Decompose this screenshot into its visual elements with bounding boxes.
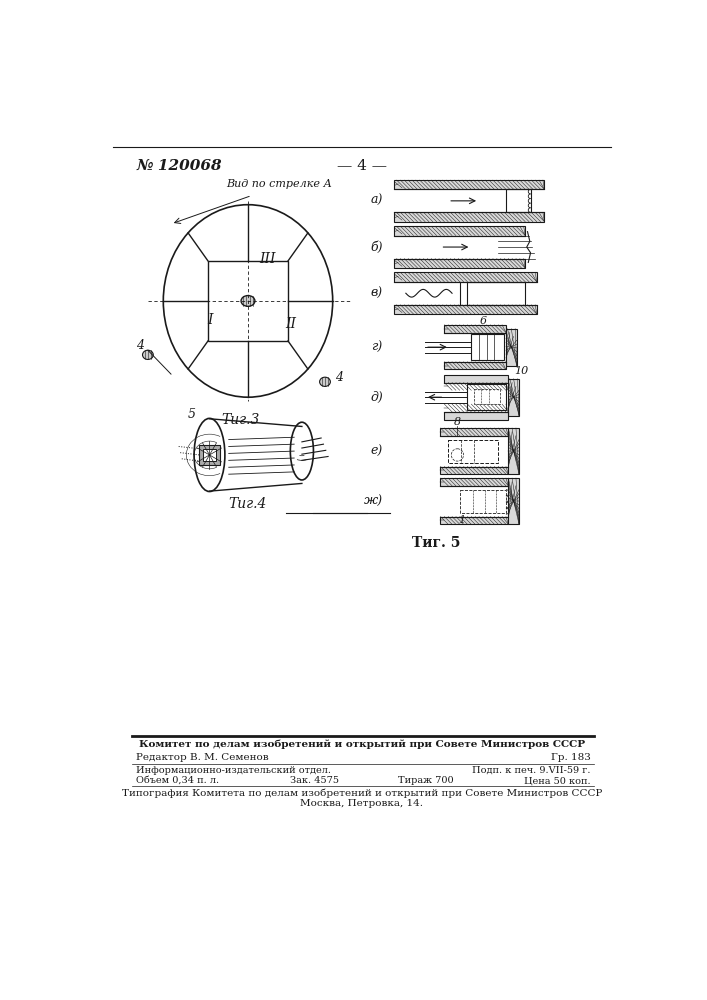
- Text: Зак. 4575: Зак. 4575: [291, 776, 339, 785]
- Bar: [440, 466, 508, 474]
- Text: 10: 10: [514, 366, 528, 376]
- Text: № 120068: № 120068: [136, 158, 222, 172]
- Text: Комитет по делам изобретений и открытий при Совете Министров СССР: Комитет по делам изобретений и открытий …: [139, 740, 585, 749]
- Text: Подп. к печ. 9.VII-59 г.: Подп. к печ. 9.VII-59 г.: [472, 766, 590, 775]
- Bar: [208, 261, 288, 341]
- Bar: [474, 389, 500, 404]
- Text: б): б): [370, 241, 382, 254]
- Bar: [395, 259, 525, 268]
- Bar: [204, 449, 216, 461]
- Text: Объем 0,34 п. л.: Объем 0,34 п. л.: [136, 776, 219, 785]
- Bar: [395, 272, 537, 282]
- Text: I: I: [206, 313, 212, 327]
- Text: II: II: [285, 317, 296, 331]
- Text: Τиг. 5: Τиг. 5: [412, 536, 461, 550]
- Text: Τиг.3: Τиг.3: [221, 413, 259, 427]
- Ellipse shape: [143, 350, 153, 359]
- Text: Редактор В. М. Семенов: Редактор В. М. Семенов: [136, 753, 269, 762]
- Bar: [440, 478, 508, 486]
- Bar: [444, 325, 506, 333]
- Text: ж): ж): [363, 495, 382, 508]
- Bar: [444, 375, 508, 383]
- Text: — 4 —: — 4 —: [337, 158, 387, 172]
- Bar: [448, 440, 498, 463]
- Text: 4: 4: [136, 339, 144, 352]
- Text: 1: 1: [459, 515, 466, 525]
- Text: Гр. 183: Гр. 183: [551, 753, 590, 762]
- Text: Информационно-издательский отдел.: Информационно-издательский отдел.: [136, 766, 332, 775]
- Bar: [467, 384, 506, 410]
- Bar: [444, 412, 508, 420]
- Bar: [444, 362, 506, 369]
- Text: 4: 4: [335, 371, 343, 384]
- Text: г): г): [371, 341, 382, 354]
- Bar: [506, 329, 517, 366]
- Bar: [395, 212, 544, 222]
- Text: д): д): [370, 391, 382, 404]
- Bar: [508, 478, 519, 524]
- Text: е): е): [370, 445, 382, 458]
- Bar: [395, 180, 544, 189]
- Text: 8: 8: [454, 417, 461, 427]
- Text: Типография Комитета по делам изобретений и открытий при Совете Министров СССР: Типография Комитета по делам изобретений…: [122, 788, 602, 798]
- Bar: [472, 334, 503, 360]
- Bar: [508, 428, 519, 474]
- Ellipse shape: [241, 296, 255, 306]
- Text: 5: 5: [188, 408, 196, 421]
- Text: III: III: [259, 252, 276, 266]
- Bar: [199, 445, 219, 465]
- Bar: [440, 517, 508, 524]
- Text: а): а): [370, 194, 382, 207]
- Text: Вид по стрелке А: Вид по стрелке А: [226, 179, 332, 189]
- Text: в): в): [370, 287, 382, 300]
- Bar: [506, 189, 530, 212]
- Text: Цена 50 коп.: Цена 50 коп.: [524, 776, 590, 785]
- Bar: [395, 226, 525, 235]
- Bar: [508, 379, 519, 416]
- Text: Τиг.4: Τиг.4: [229, 497, 267, 511]
- Text: Москва, Петровка, 14.: Москва, Петровка, 14.: [300, 799, 423, 808]
- Bar: [467, 282, 525, 305]
- Text: Тираж 700: Тираж 700: [398, 776, 454, 785]
- Bar: [460, 490, 506, 513]
- Text: 6: 6: [479, 316, 486, 326]
- Bar: [395, 305, 537, 314]
- Bar: [440, 428, 508, 436]
- Ellipse shape: [320, 377, 330, 386]
